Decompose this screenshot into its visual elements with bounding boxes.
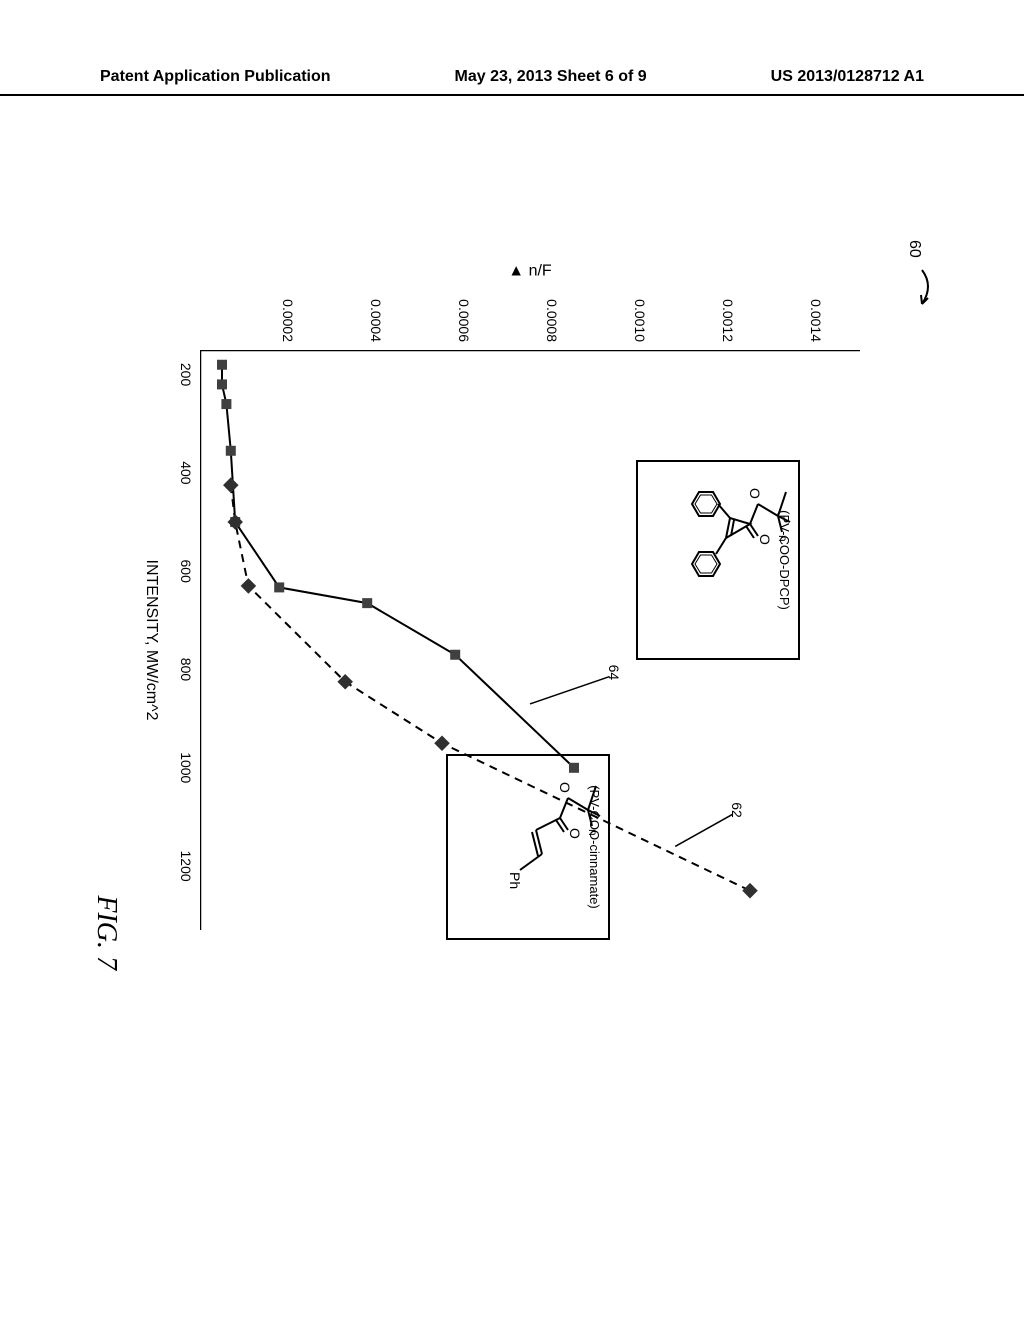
series-marker-62 (227, 514, 243, 530)
series-marker-64 (226, 446, 236, 456)
ref-62: 62 (729, 802, 745, 818)
ref-64: 64 (606, 665, 622, 681)
y-tick-label: 0.0002 (280, 282, 296, 342)
series-line-64 (222, 365, 574, 768)
y-tick-label: 0.0004 (368, 282, 384, 342)
x-axis-ticks: 200 400 600 800 1000 1200 (174, 350, 194, 930)
series-marker-62 (241, 578, 257, 594)
y-tick-label: 0.0008 (544, 282, 560, 342)
figure-label: FIG. 7 (90, 895, 122, 970)
series-marker-62 (223, 477, 239, 493)
x-tick-label: 1000 (178, 752, 194, 783)
series-marker-64 (569, 763, 579, 773)
header-left: Patent Application Publication (100, 68, 331, 86)
x-tick-label: 200 (178, 363, 194, 386)
series-marker-62 (434, 735, 450, 751)
figure-7: 60 ▲ n/F INTENSITY, MW/cm^2 0.00020.0004… (120, 270, 900, 950)
y-tick-label: 0.0010 (632, 282, 648, 342)
series-marker-62 (742, 883, 758, 899)
x-tick-label: 600 (178, 559, 194, 582)
series-marker-64 (274, 582, 284, 592)
chart-svg (200, 350, 860, 930)
ref-60-arrow-icon (910, 262, 936, 312)
x-tick-label: 400 (178, 461, 194, 484)
x-tick-label: 1200 (178, 851, 194, 882)
series-marker-64 (217, 360, 227, 370)
page-header: Patent Application Publication May 23, 2… (0, 68, 1024, 96)
series-marker-64 (450, 650, 460, 660)
x-axis-title: INTENSITY, MW/cm^2 (142, 350, 160, 930)
header-center: May 23, 2013 Sheet 6 of 9 (455, 68, 647, 86)
ref-60: 60 (905, 240, 936, 312)
series-marker-64 (362, 598, 372, 608)
x-tick-label: 800 (178, 658, 194, 681)
y-axis-ticks: 0.0002 0.0004 0.0006 0.0008 0.0010 0.0012 0.00… (200, 282, 860, 342)
series-marker-64 (221, 399, 231, 409)
series-marker-64 (217, 379, 227, 389)
y-axis-title: ▲ n/F (508, 263, 551, 281)
y-tick-label: 0.0014 (808, 282, 824, 342)
chart-panel: ▲ n/F INTENSITY, MW/cm^2 0.00020.00040.0… (200, 350, 860, 930)
header-right: US 2013/0128712 A1 (771, 68, 924, 86)
y-tick-label: 0.0006 (456, 282, 472, 342)
ref-60-text: 60 (906, 240, 923, 258)
y-tick-label: 0.0012 (720, 282, 736, 342)
